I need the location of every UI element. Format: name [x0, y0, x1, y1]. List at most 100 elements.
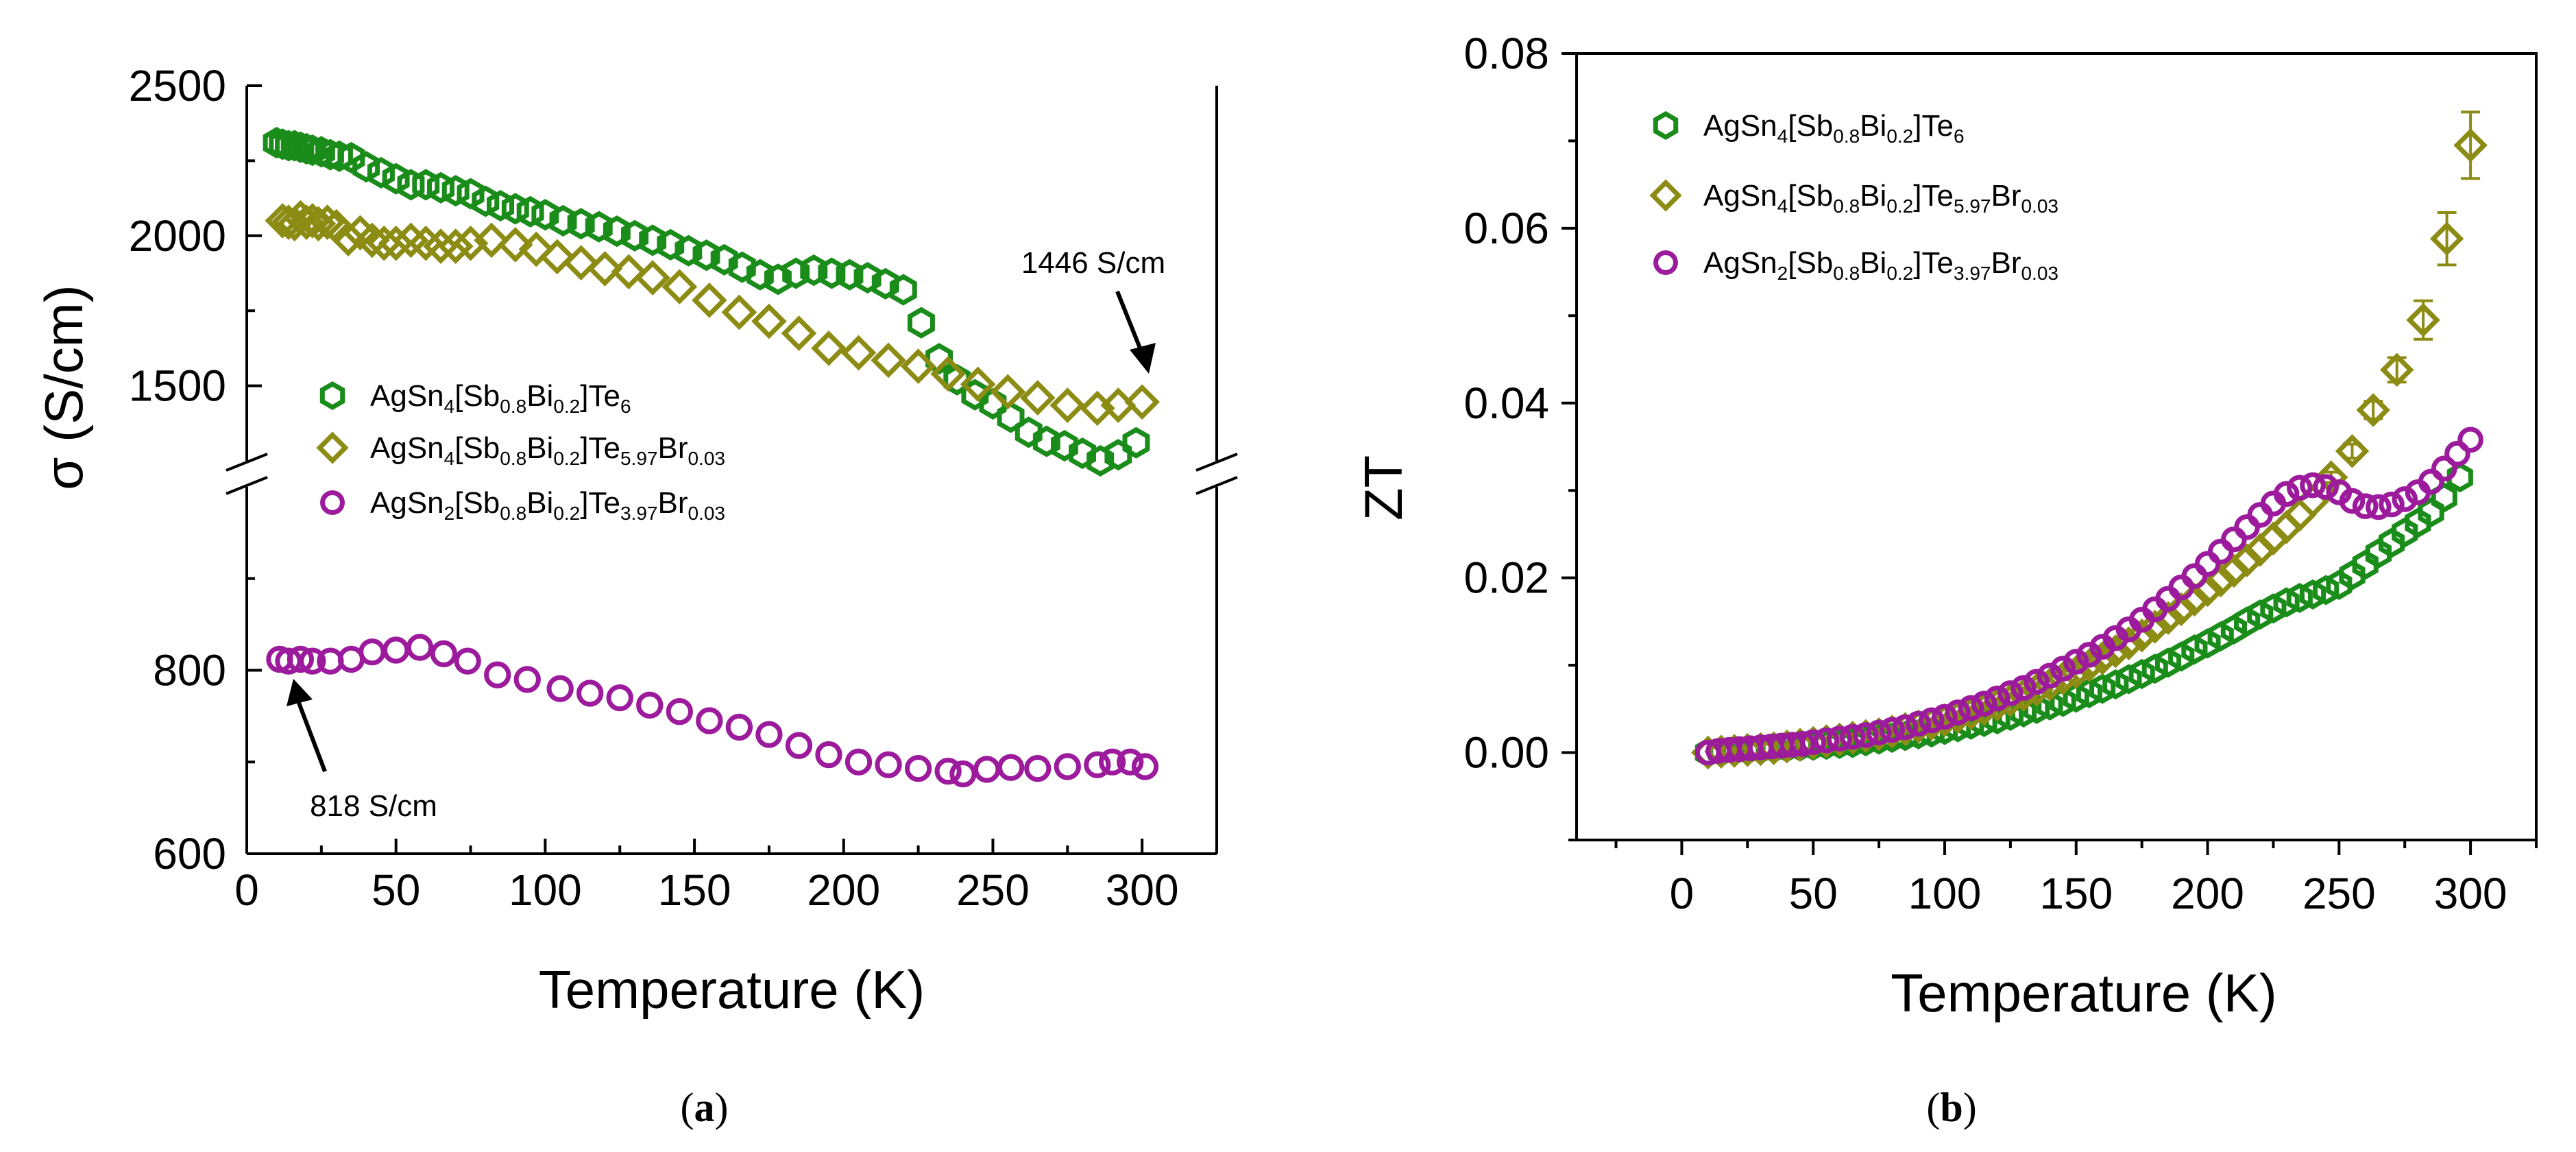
- data-point: [1086, 444, 1115, 477]
- legend-label-part: AgSn: [1703, 179, 1777, 213]
- chart-a: 0 50 100 150 200 250 300 1500 2000 2500 600 800 Temp…: [34, 61, 1238, 1130]
- data-point: [2207, 538, 2234, 565]
- data-point: [2138, 610, 2172, 644]
- data-point: [406, 634, 434, 661]
- annotation-818: 818 S/cm: [310, 789, 437, 823]
- data-point: [2299, 579, 2326, 610]
- data-point: [2379, 527, 2405, 558]
- y-tick-label: 0.06: [1463, 204, 1549, 253]
- x-axis-title: Temperature (K): [539, 959, 925, 1020]
- data-point: [518, 231, 555, 267]
- data-point: [2339, 560, 2366, 590]
- legend-label-part: 0.8: [1833, 263, 1860, 284]
- data-point: [2286, 582, 2313, 614]
- data-point: [326, 140, 353, 172]
- data-point: [2247, 599, 2274, 630]
- panel-label-close: ): [715, 1085, 729, 1130]
- x-tick-label: 250: [956, 865, 1030, 915]
- legend-label-part: 0.03: [2021, 263, 2058, 284]
- data-point: [484, 661, 511, 688]
- data-point: [1653, 110, 1679, 141]
- annotation-arrowhead: [287, 679, 313, 706]
- data-point: [2392, 486, 2418, 512]
- data-point: [1879, 717, 1906, 743]
- legend-label-part: 0.8: [500, 448, 526, 469]
- legend-label-part: ]Te: [1913, 179, 1954, 213]
- data-point: [900, 348, 936, 385]
- data-point: [934, 757, 962, 785]
- legend-label-part: AgSn: [370, 379, 444, 413]
- legend-label-part: 3.97: [620, 503, 658, 524]
- data-point: [721, 294, 757, 331]
- data-point: [2405, 507, 2431, 538]
- x-tick-label: 200: [2171, 869, 2244, 918]
- data-point: [382, 636, 410, 664]
- x-tick-label: 100: [509, 865, 582, 915]
- data-point: [2429, 221, 2464, 256]
- data-point: [1653, 250, 1678, 275]
- data-point: [908, 307, 935, 339]
- data-point: [539, 239, 575, 275]
- data-point: [2128, 658, 2155, 689]
- legend-label-part: 6: [1954, 125, 1965, 147]
- data-point: [2273, 481, 2300, 507]
- legend-label-part: ]Te: [580, 379, 620, 413]
- data-point: [265, 203, 301, 239]
- y-tick-label: 0.00: [1463, 728, 1549, 778]
- x-tick-label: 100: [1908, 869, 1982, 918]
- y-tick-label: 0.04: [1463, 379, 1549, 428]
- data-point: [382, 163, 410, 195]
- data-point: [320, 490, 345, 515]
- legend-label-part: AgSn: [1703, 109, 1777, 143]
- legend-label-part: 5.97: [620, 448, 658, 469]
- data-point: [2457, 427, 2483, 453]
- y-tick-label: 600: [153, 829, 226, 878]
- data-point: [1919, 707, 1945, 734]
- axis-break-mark: [1195, 476, 1238, 495]
- legend-label-part: ]Te: [1913, 246, 1954, 280]
- panel-label-a: (a): [681, 1085, 729, 1130]
- legend-label-part: 0.2: [553, 448, 580, 469]
- panel-label-letter: b: [1940, 1085, 1963, 1130]
- data-point: [871, 342, 906, 379]
- data-point: [2444, 440, 2470, 467]
- data-point: [1054, 753, 1081, 780]
- x-tick-label: 0: [234, 865, 259, 915]
- data-point: [871, 267, 899, 300]
- data-point: [546, 675, 574, 702]
- y-tick-label: 2500: [129, 61, 226, 110]
- legend-label-part: 4: [444, 396, 455, 417]
- data-point: [1826, 725, 1853, 752]
- data-point: [2313, 575, 2340, 605]
- data-point: [781, 315, 817, 351]
- legend-label-part: 0.8: [1833, 195, 1860, 217]
- data-point: [1104, 439, 1132, 471]
- data-point: [513, 666, 541, 693]
- legend-label: AgSn4[Sb0.8Bi0.2]Te5.97Br0.03: [370, 431, 725, 469]
- data-point: [785, 732, 813, 759]
- data-point: [2154, 647, 2182, 678]
- legend-label-part: 2: [1777, 263, 1788, 284]
- panel-label-open: (: [681, 1085, 694, 1130]
- x-tick-label: 50: [372, 865, 420, 915]
- data-point: [755, 721, 783, 748]
- data-point: [2352, 549, 2379, 580]
- data-point: [875, 751, 902, 778]
- y-tick-label: 0.08: [1463, 29, 1549, 78]
- axis-break-mark: [226, 453, 268, 472]
- data-point: [853, 262, 882, 294]
- data-point: [782, 257, 810, 289]
- axis-break-mark: [1195, 453, 1238, 472]
- data-point: [2335, 434, 2370, 468]
- data-point: [751, 303, 787, 339]
- legend-label-part: [Sb: [454, 486, 500, 520]
- legend-label-part: Bi: [1860, 179, 1886, 213]
- data-point: [1069, 437, 1096, 470]
- legend-label: AgSn4[Sb0.8Bi0.2]Te5.97Br0.03: [1703, 179, 2058, 217]
- data-point: [2260, 593, 2287, 624]
- data-point: [1124, 384, 1161, 420]
- data-point: [330, 221, 366, 257]
- data-point: [2431, 455, 2457, 482]
- legend-label-part: 0.03: [2021, 195, 2058, 217]
- data-point: [2164, 592, 2198, 627]
